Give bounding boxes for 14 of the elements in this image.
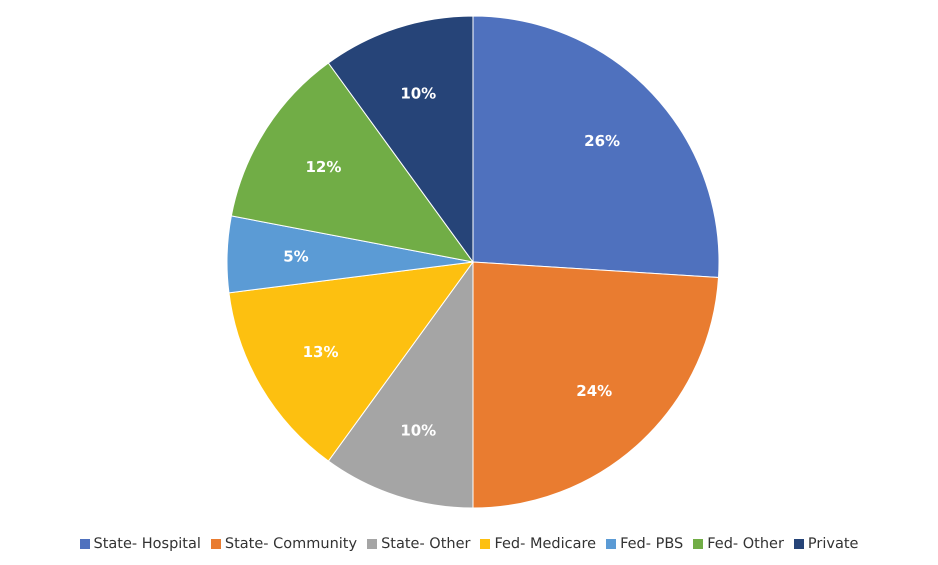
data-label: 5% — [283, 247, 309, 266]
data-label: 26% — [584, 132, 620, 150]
legend-label: Fed- Other — [707, 536, 784, 552]
legend-label: Fed- PBS — [620, 536, 684, 552]
legend-label: Fed- Medicare — [494, 536, 596, 552]
legend-label: Private — [808, 536, 858, 552]
data-label: 10% — [400, 421, 436, 440]
data-label: 12% — [306, 158, 342, 176]
legend-label: State- Hospital — [94, 536, 201, 552]
data-label: 13% — [302, 343, 338, 362]
legend-label: State- Other — [381, 536, 470, 552]
data-label: 24% — [576, 382, 612, 400]
data-label: 10% — [400, 84, 436, 103]
legend-label: State- Community — [224, 536, 358, 552]
